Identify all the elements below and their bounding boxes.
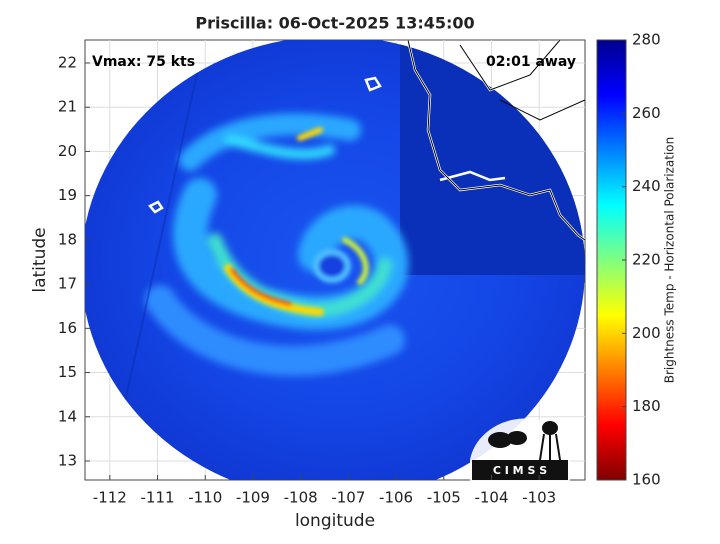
colorbar-tick-label: 180	[632, 397, 661, 415]
y-axis-label: latitude	[30, 227, 50, 292]
y-tick-label: 22	[58, 53, 77, 71]
colorbar-label: Brightness Temp - Horizontal Polarizatio…	[663, 137, 677, 384]
x-tick-label: -108	[284, 489, 318, 507]
y-tick-label: 16	[58, 319, 77, 337]
colorbar-tick-label: 260	[632, 104, 661, 122]
logo-text: C I M S S	[493, 464, 547, 477]
y-tick-label: 20	[58, 142, 77, 160]
x-tick-label: -109	[236, 489, 270, 507]
x-tick-label: -105	[427, 489, 461, 507]
colorbar-tick-label: 220	[632, 251, 661, 269]
x-tick-label: -107	[331, 489, 365, 507]
y-tick-label: 14	[58, 407, 77, 425]
x-tick-label: -112	[93, 489, 127, 507]
x-tick-label: -103	[522, 489, 556, 507]
colorbar-tick-label: 240	[632, 177, 661, 195]
colorbar-tick-label: 200	[632, 324, 661, 342]
colorbar-tick-label: 280	[632, 31, 661, 49]
cimss-logo: C I M S S	[470, 418, 570, 482]
x-tick-label: -110	[188, 489, 222, 507]
x-axis-label: longitude	[295, 511, 375, 531]
title: Priscilla: 06-Oct-2025 13:45:00	[195, 14, 474, 33]
time-away-label: 02:01 away	[486, 54, 576, 70]
x-tick-label: -111	[140, 489, 174, 507]
colorbar	[596, 39, 627, 481]
satellite-image	[85, 40, 585, 480]
colorbar-tick-label: 160	[632, 471, 661, 489]
y-tick-label: 15	[58, 363, 77, 381]
x-tick-label: -104	[474, 489, 508, 507]
x-tick-label: -106	[379, 489, 413, 507]
y-tick-label: 13	[58, 451, 77, 469]
y-tick-label: 18	[58, 230, 77, 248]
y-tick-label: 17	[58, 275, 77, 293]
y-tick-label: 21	[58, 98, 77, 116]
intensity-label: Vmax: 75 kts	[92, 54, 195, 70]
y-tick-label: 19	[58, 186, 77, 204]
